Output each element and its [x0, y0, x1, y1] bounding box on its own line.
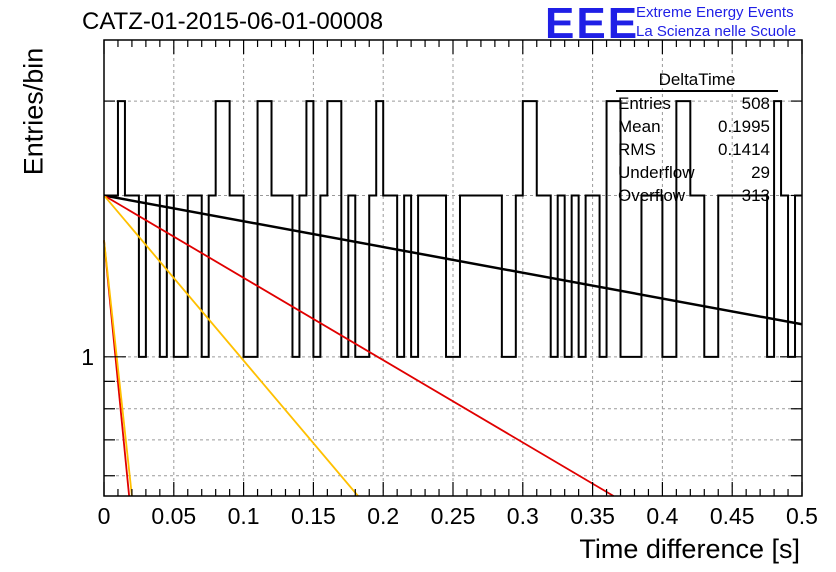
x-tick-label: 0.45 — [710, 503, 755, 529]
stats-label: Overflow — [618, 186, 686, 205]
stats-row: Mean 0.1995 — [612, 115, 778, 138]
x-tick-label: 0.5 — [786, 503, 818, 529]
logo-caption: Extreme Energy Events La Scienza nelle S… — [636, 3, 796, 41]
stats-row: Underflow 29 — [612, 161, 778, 184]
stats-label: Entries — [618, 94, 671, 113]
y-tick-label: 1 — [81, 344, 94, 370]
stats-label: Underflow — [618, 163, 695, 182]
stats-value: 0.1414 — [718, 140, 770, 159]
x-tick-label: 0.35 — [570, 503, 615, 529]
x-tick-label: 0.25 — [431, 503, 476, 529]
y-axis-label: Entries/bin — [18, 47, 49, 176]
x-axis-label: Time difference [s] — [579, 534, 800, 564]
stats-value: 0.1995 — [718, 117, 770, 136]
fit-line-yellow — [103, 194, 359, 497]
x-tick-label: 0 — [98, 503, 111, 529]
histogram-steps — [104, 100, 802, 358]
stats-label: Mean — [618, 117, 661, 136]
axes: 0 0.05 0.1 0.15 0.2 0.25 0.3 0.35 0.4 0.45 0.5 1 — [81, 39, 818, 529]
fit-lines — [103, 194, 803, 497]
stats-value: 508 — [741, 94, 770, 113]
stats-value: 313 — [741, 186, 770, 205]
logo-caption-line1: Extreme Energy Events — [636, 4, 794, 21]
x-tick-label: 0.4 — [646, 503, 678, 529]
x-tick-label: 0.3 — [507, 503, 539, 529]
stats-value: 29 — [751, 163, 770, 182]
eee-logo: EEE — [545, 0, 640, 48]
fit-line-red — [103, 194, 614, 497]
stats-row: RMS 0.1414 — [612, 138, 778, 161]
fit-line-yellow — [103, 240, 133, 497]
stats-row: Overflow 313 — [612, 184, 778, 207]
fit-line-black — [103, 194, 803, 326]
logo-caption-line2: La Scienza nelle Scuole — [636, 23, 797, 40]
stats-box: DeltaTime Entries 508 Mean 0.1995 RMS 0.141… — [612, 70, 778, 207]
x-tick-label: 0.05 — [151, 503, 196, 529]
stats-title: DeltaTime — [616, 70, 778, 92]
x-tick-label: 0.15 — [291, 503, 336, 529]
x-tick-label: 0.2 — [367, 503, 399, 529]
stats-label: RMS — [618, 140, 656, 159]
histogram — [104, 100, 802, 358]
stats-row: Entries 508 — [612, 92, 778, 115]
x-tick-label: 0.1 — [228, 503, 260, 529]
page-title: CATZ-01-2015-06-01-00008 — [82, 8, 384, 35]
